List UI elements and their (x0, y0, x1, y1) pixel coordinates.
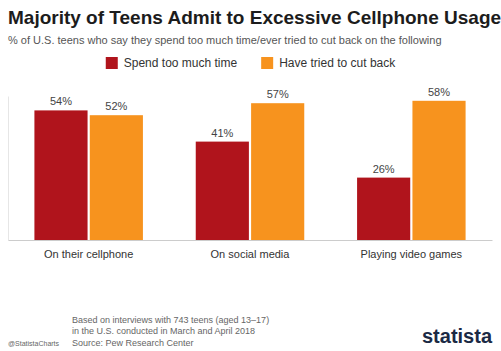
x-tick-label: On social media (211, 248, 291, 260)
legend-item: Spend too much time (106, 56, 238, 70)
bar (196, 142, 249, 240)
legend-swatch (261, 57, 273, 69)
y-axis-line (8, 97, 9, 241)
x-tick: On social media (211, 240, 291, 260)
subtitle: % of U.S. teens who say they spend too m… (8, 34, 442, 46)
bar (90, 115, 143, 240)
bars (34, 101, 465, 240)
bar-series (34, 110, 410, 240)
chart: Majority of Teens Admit to Excessive Cel… (0, 0, 501, 351)
legend: Spend too much time Have tried to cut bac… (106, 56, 396, 70)
data-label: 57% (267, 88, 289, 100)
x-tick: On their cellphone (44, 240, 133, 260)
source: Source: Pew Research Center (72, 338, 194, 348)
brand: statista (422, 325, 493, 347)
note: Based on interviews with 743 teens (aged… (72, 315, 269, 325)
x-axis-line (9, 240, 493, 241)
legend-item: Have tried to cut back (261, 56, 396, 70)
bar (412, 101, 465, 240)
legend-swatch (106, 57, 118, 69)
title: Majority of Teens Admit to Excessive Cel… (8, 7, 501, 28)
x-tick-label: On their cellphone (44, 248, 133, 260)
data-label: 58% (428, 86, 450, 98)
bar-series (90, 101, 466, 240)
x-tick-label: Playing video games (361, 248, 463, 260)
footer: Based on interviews with 743 teens (aged… (8, 315, 493, 348)
bar (357, 178, 410, 240)
legend-label: Have tried to cut back (279, 56, 396, 70)
data-label: 26% (373, 163, 395, 175)
data-label: 41% (211, 127, 233, 139)
bar (251, 103, 304, 240)
x-axis: On their cellphone On social media Playing… (9, 240, 493, 260)
data-label: 54% (50, 95, 72, 107)
note: in the U.S. conducted in March and April… (72, 326, 255, 336)
credit: @StatistaCharts (8, 340, 60, 347)
bar (34, 110, 87, 240)
data-label: 52% (105, 100, 127, 112)
x-tick: Playing video games (361, 240, 463, 260)
legend-label: Spend too much time (124, 56, 238, 70)
y-axis (8, 97, 9, 241)
data-labels: 54% 41% 26% 52% 57% 58% (50, 86, 450, 175)
